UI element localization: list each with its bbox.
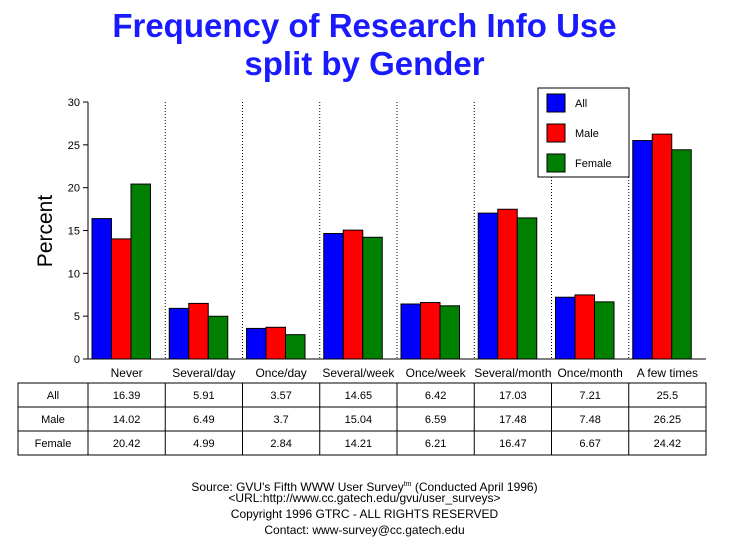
table-cell: 6.59 bbox=[425, 414, 446, 426]
bar bbox=[632, 140, 653, 360]
table-cell: 6.42 bbox=[425, 390, 446, 402]
legend-swatch bbox=[546, 93, 566, 113]
y-tick-label: 5 bbox=[74, 311, 80, 323]
table-cell: 5.91 bbox=[193, 390, 214, 402]
bar bbox=[594, 301, 615, 360]
source-url: <URL:http://www.cc.gatech.edu/gvu/user_s… bbox=[228, 491, 501, 505]
legend-label: Male bbox=[575, 128, 599, 140]
table-cell: 16.47 bbox=[499, 438, 527, 450]
y-tick-label: 15 bbox=[68, 226, 80, 238]
table-cell: 26.25 bbox=[654, 414, 682, 426]
bar bbox=[420, 302, 441, 360]
data-table bbox=[17, 382, 707, 456]
y-tick-label: 20 bbox=[68, 183, 80, 195]
legend-label: All bbox=[575, 98, 587, 110]
table-cell: 16.39 bbox=[113, 390, 141, 402]
table-row-label: All bbox=[47, 390, 59, 402]
bar bbox=[342, 229, 364, 360]
bar bbox=[323, 232, 344, 360]
survey-date: (Conducted April 1996) bbox=[411, 480, 538, 494]
bar bbox=[265, 326, 286, 360]
contact-note: Contact: www-survey@cc.gatech.edu bbox=[264, 523, 465, 537]
category-label: Once/month bbox=[557, 366, 622, 380]
bar bbox=[188, 302, 209, 360]
table-cell: 3.7 bbox=[273, 414, 288, 426]
bar bbox=[246, 327, 267, 360]
category-label: Never bbox=[111, 366, 143, 380]
bar bbox=[362, 236, 383, 360]
bar bbox=[207, 315, 229, 360]
chart-subtitle: split by Gender bbox=[244, 45, 485, 82]
table-cell: 25.5 bbox=[657, 390, 678, 402]
table-cell: 14.02 bbox=[113, 414, 141, 426]
bar bbox=[671, 149, 692, 360]
y-tick-label: 25 bbox=[68, 140, 80, 152]
table-row-label: Male bbox=[41, 414, 65, 426]
y-tick-label: 0 bbox=[74, 354, 80, 366]
legend-label: Female bbox=[575, 158, 612, 170]
table-cell: 6.67 bbox=[579, 438, 600, 450]
bar bbox=[555, 296, 576, 360]
bar bbox=[400, 303, 421, 360]
table-cell: 7.48 bbox=[579, 414, 600, 426]
legend-swatch bbox=[546, 153, 566, 173]
table-cell: 2.84 bbox=[270, 438, 291, 450]
y-tick-label: 10 bbox=[68, 268, 80, 280]
category-label: Once/day bbox=[255, 366, 306, 380]
bar bbox=[574, 294, 595, 360]
bar bbox=[651, 133, 673, 360]
table-cell: 24.42 bbox=[654, 438, 682, 450]
table-cell: 3.57 bbox=[270, 390, 291, 402]
bar bbox=[168, 307, 190, 360]
table-cell: 7.21 bbox=[579, 390, 600, 402]
category-label: Several/month bbox=[474, 366, 551, 380]
copyright-note: Copyright 1996 GTRC - ALL RIGHTS RESERVE… bbox=[230, 507, 499, 521]
table-cell: 14.21 bbox=[345, 438, 373, 450]
source-note: Source: GVU's Fifth WWW User Surveytm (C… bbox=[0, 477, 729, 495]
table-cell: 14.65 bbox=[345, 390, 373, 402]
bar bbox=[285, 334, 306, 360]
bar bbox=[111, 238, 132, 360]
bar bbox=[439, 305, 460, 360]
category-label: Several/day bbox=[172, 366, 235, 380]
table-cell: 15.04 bbox=[345, 414, 373, 426]
chart-title: Frequency of Research Info Use bbox=[112, 7, 617, 44]
legend-swatch bbox=[546, 123, 566, 143]
table-cell: 6.49 bbox=[193, 414, 214, 426]
source-text: Source: GVU's Fifth WWW User Survey bbox=[191, 480, 404, 494]
y-axis-label: Percent bbox=[34, 195, 57, 268]
table-cell: 6.21 bbox=[425, 438, 446, 450]
table-row-label: Female bbox=[35, 438, 72, 450]
table-cell: 17.48 bbox=[499, 414, 527, 426]
bar bbox=[130, 183, 151, 360]
bar bbox=[516, 217, 538, 360]
bar bbox=[91, 218, 112, 360]
trademark-sup: tm bbox=[403, 481, 412, 488]
category-label: A few times bbox=[637, 366, 698, 380]
table-cell: 4.99 bbox=[193, 438, 214, 450]
bar bbox=[497, 208, 518, 360]
table-cell: 20.42 bbox=[113, 438, 141, 450]
table-cell: 17.03 bbox=[499, 390, 527, 402]
category-label: Several/week bbox=[322, 366, 395, 380]
bar bbox=[477, 212, 499, 360]
category-label: Once/week bbox=[406, 366, 467, 380]
y-tick-label: 30 bbox=[68, 97, 80, 109]
